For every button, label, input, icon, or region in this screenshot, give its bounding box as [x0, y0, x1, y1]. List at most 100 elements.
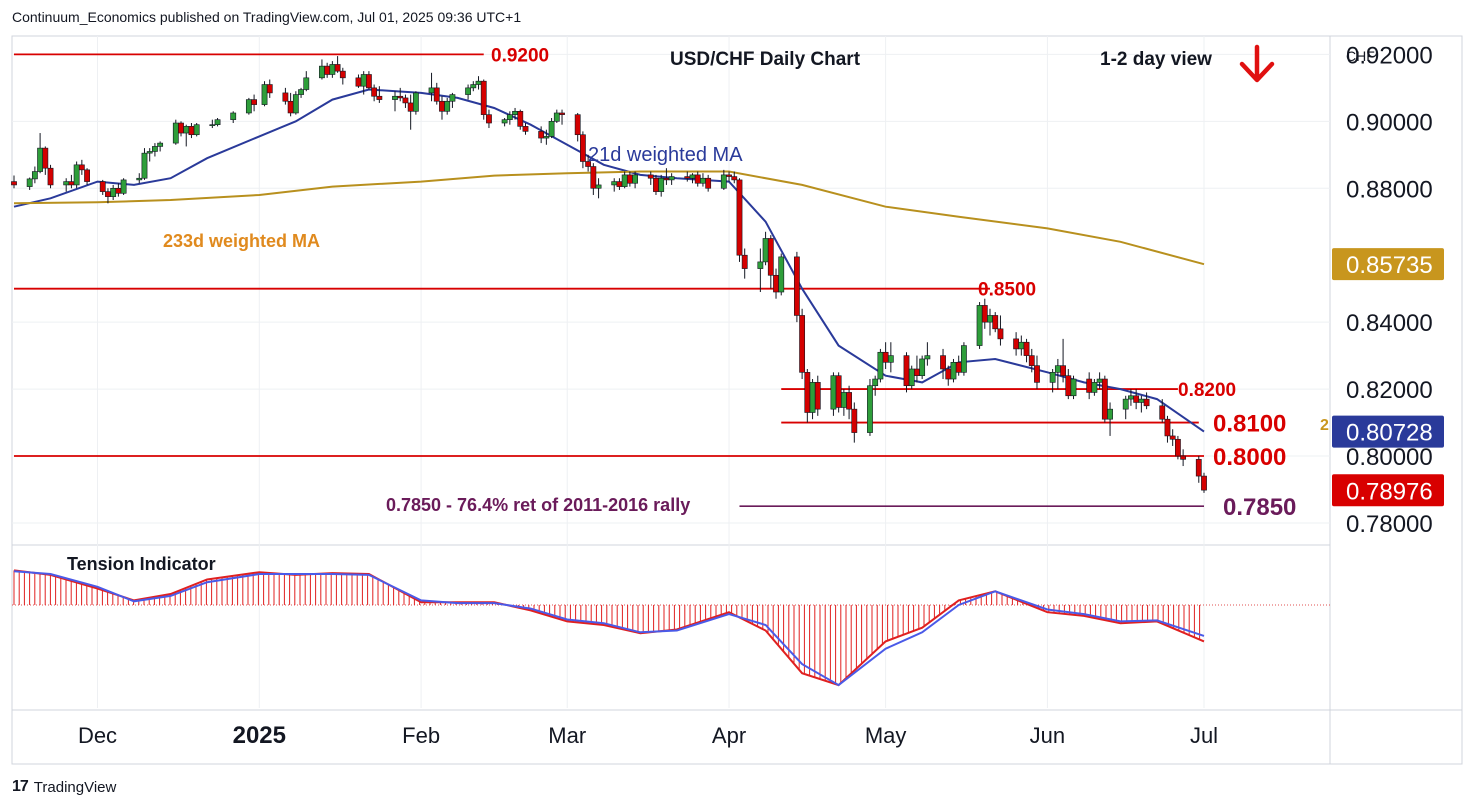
candle[interactable] [26, 177, 33, 190]
candle[interactable] [1070, 375, 1077, 400]
candle[interactable] [846, 385, 852, 420]
candle[interactable] [835, 372, 842, 413]
candle[interactable] [84, 168, 90, 185]
candle[interactable] [548, 117, 555, 139]
candle[interactable] [976, 302, 983, 349]
candle[interactable] [412, 91, 419, 115]
candle[interactable] [997, 315, 1004, 346]
candle[interactable] [981, 298, 988, 329]
candle[interactable] [1101, 375, 1108, 423]
candle[interactable] [517, 109, 524, 130]
candle[interactable] [1049, 368, 1056, 393]
candle[interactable] [506, 111, 513, 125]
candle[interactable] [720, 169, 727, 190]
candle[interactable] [152, 143, 158, 157]
tradingview-brand[interactable]: 17 TradingView [12, 778, 116, 796]
candle[interactable] [1180, 449, 1187, 467]
candle[interactable] [830, 372, 837, 416]
candle[interactable] [339, 67, 346, 85]
candle[interactable] [940, 348, 946, 380]
candle[interactable] [574, 112, 581, 142]
candle[interactable] [31, 166, 38, 184]
candle[interactable] [444, 97, 451, 115]
candle[interactable] [872, 375, 879, 396]
candle[interactable] [136, 173, 143, 184]
candle[interactable] [470, 81, 477, 92]
candle[interactable] [778, 253, 785, 296]
candle[interactable] [658, 174, 665, 197]
candle[interactable] [1143, 392, 1150, 410]
candle[interactable] [887, 342, 894, 373]
candle[interactable] [501, 117, 508, 127]
candle[interactable] [245, 97, 252, 115]
candle[interactable] [172, 119, 179, 145]
main-pane[interactable] [12, 36, 1330, 538]
candle[interactable] [402, 94, 409, 108]
candle[interactable] [78, 159, 85, 175]
candle[interactable] [580, 131, 586, 169]
candle[interactable] [705, 174, 712, 192]
candle[interactable] [1195, 456, 1202, 483]
candle[interactable] [1107, 402, 1113, 436]
candle[interactable] [961, 342, 967, 376]
candle[interactable] [486, 109, 492, 129]
candle[interactable] [867, 379, 873, 436]
candle[interactable] [209, 119, 216, 129]
candle[interactable] [47, 164, 54, 189]
candle[interactable] [1091, 379, 1098, 396]
candle[interactable] [647, 171, 654, 185]
candle[interactable] [590, 163, 597, 195]
candle[interactable] [1175, 435, 1181, 460]
candle[interactable] [538, 126, 545, 144]
candle[interactable] [11, 175, 17, 189]
candle[interactable] [908, 365, 915, 390]
candle[interactable] [1164, 415, 1171, 443]
candle[interactable] [1201, 472, 1207, 493]
candle[interactable] [726, 171, 732, 182]
candle[interactable] [1122, 395, 1129, 420]
candle[interactable] [522, 123, 529, 135]
candle[interactable] [157, 141, 164, 152]
candle[interactable] [366, 71, 372, 90]
candle[interactable] [851, 402, 858, 443]
candle[interactable] [924, 342, 931, 366]
candle[interactable] [950, 358, 957, 383]
candle[interactable] [1028, 348, 1035, 373]
candle[interactable] [433, 82, 440, 105]
candle[interactable] [73, 161, 80, 189]
candle[interactable] [465, 84, 471, 100]
candle[interactable] [757, 248, 764, 293]
candle[interactable] [1023, 338, 1030, 363]
candle[interactable] [230, 111, 237, 124]
candle[interactable] [334, 56, 341, 73]
candle[interactable] [731, 171, 738, 184]
candle[interactable] [449, 92, 456, 108]
candle[interactable] [814, 375, 821, 416]
candle[interactable] [282, 87, 289, 105]
candle[interactable] [193, 123, 200, 137]
candle[interactable] [992, 312, 999, 333]
candle[interactable] [141, 148, 148, 180]
candle[interactable] [99, 179, 106, 195]
candle[interactable] [371, 84, 378, 102]
candle[interactable] [214, 117, 221, 127]
candle[interactable] [741, 248, 748, 279]
candle[interactable] [1169, 429, 1176, 446]
candle[interactable] [632, 171, 638, 189]
candle[interactable] [376, 86, 383, 103]
candle[interactable] [767, 235, 774, 289]
candle[interactable] [793, 251, 800, 323]
candle[interactable] [543, 129, 550, 145]
candle[interactable] [298, 87, 304, 98]
candle[interactable] [266, 79, 273, 98]
candle[interactable] [595, 178, 602, 199]
candle[interactable] [42, 146, 49, 175]
candle[interactable] [292, 91, 299, 115]
candle[interactable] [736, 178, 743, 262]
candle[interactable] [251, 94, 257, 112]
candle[interactable] [668, 173, 675, 185]
candle[interactable] [919, 355, 926, 380]
candle[interactable] [1159, 399, 1166, 423]
candle[interactable] [1034, 355, 1040, 390]
candle[interactable] [877, 348, 884, 383]
